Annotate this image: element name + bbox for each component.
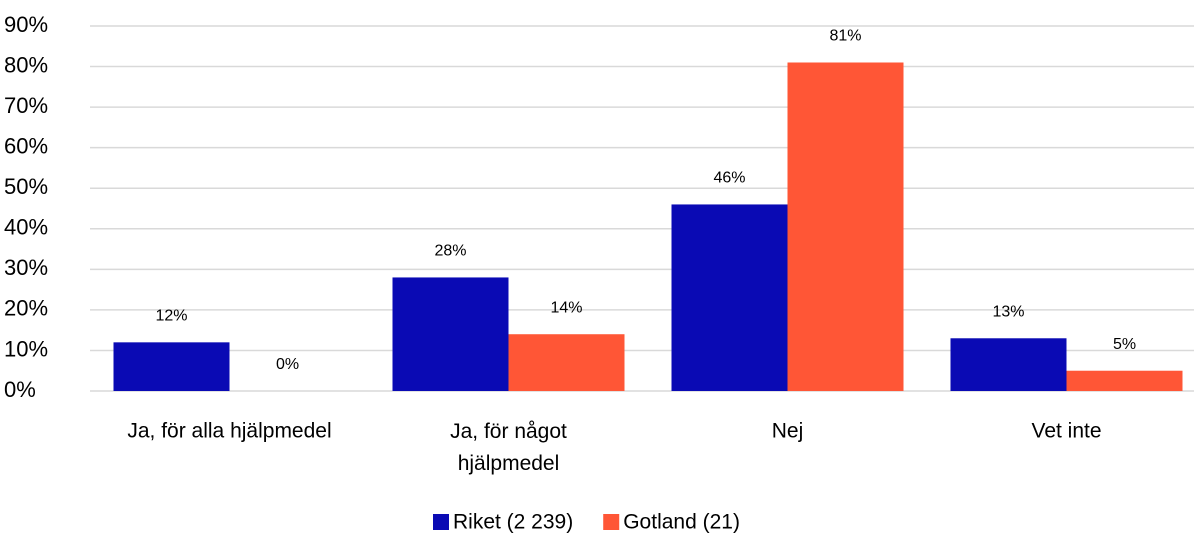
data-label: 13% (992, 303, 1024, 320)
y-tick-label: 90% (4, 12, 48, 37)
bar (787, 62, 904, 391)
bar (671, 204, 788, 391)
y-tick-label: 40% (4, 215, 48, 240)
x-tick-label: Nej (772, 420, 804, 443)
legend-swatch (603, 514, 620, 530)
bar (508, 334, 625, 391)
y-tick-label: 50% (4, 174, 48, 199)
data-label: 14% (550, 299, 582, 316)
legend-label: Gotland (21) (623, 511, 740, 534)
y-tick-label: 0% (4, 377, 36, 402)
legend-label: Riket (2 239) (453, 511, 573, 534)
bar (392, 277, 509, 391)
data-label: 28% (434, 243, 466, 260)
bar (113, 342, 230, 391)
y-tick-label: 30% (4, 255, 48, 280)
y-tick-label: 70% (4, 93, 48, 118)
data-label: 81% (829, 28, 861, 45)
data-label: 0% (276, 356, 299, 373)
data-label: 5% (1113, 336, 1136, 353)
bar (1066, 370, 1183, 391)
y-tick-label: 20% (4, 296, 48, 321)
y-tick-label: 60% (4, 133, 48, 158)
x-tick-label: Ja, för alla hjälpmedel (127, 420, 331, 443)
y-tick-label: 80% (4, 52, 48, 77)
x-tick-label: Ja, för något hjälpmedel (450, 420, 567, 475)
bar (950, 338, 1067, 391)
x-tick-label: Vet inte (1031, 420, 1101, 443)
data-label: 46% (713, 170, 745, 187)
y-tick-label: 10% (4, 336, 48, 361)
legend-swatch (433, 514, 449, 530)
data-label: 12% (155, 308, 187, 325)
